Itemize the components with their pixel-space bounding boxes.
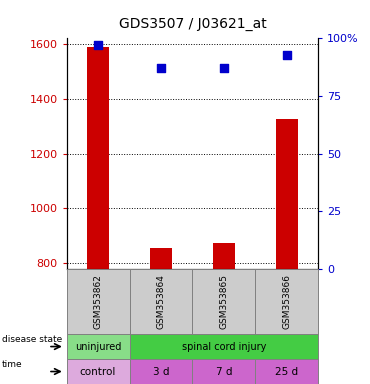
Text: uninjured: uninjured — [75, 341, 121, 352]
Text: 7 d: 7 d — [216, 366, 232, 377]
Bar — [87, 46, 109, 269]
Text: GSM353866: GSM353866 — [282, 274, 291, 329]
Text: time: time — [2, 360, 23, 369]
Text: 25 d: 25 d — [275, 366, 298, 377]
Text: disease state: disease state — [2, 335, 62, 344]
Text: GSM353862: GSM353862 — [94, 274, 102, 329]
Text: GDS3507 / J03621_at: GDS3507 / J03621_at — [118, 17, 266, 31]
Point — [95, 42, 101, 48]
Text: GSM353865: GSM353865 — [219, 274, 228, 329]
Bar — [150, 248, 172, 269]
Point — [158, 65, 164, 71]
Text: GSM353864: GSM353864 — [157, 274, 165, 329]
Bar — [276, 119, 298, 269]
Point — [221, 65, 227, 71]
Text: control: control — [80, 366, 116, 377]
Text: spinal cord injury: spinal cord injury — [182, 341, 266, 352]
Text: 3 d: 3 d — [153, 366, 169, 377]
Bar — [213, 243, 235, 269]
Point — [284, 51, 290, 58]
